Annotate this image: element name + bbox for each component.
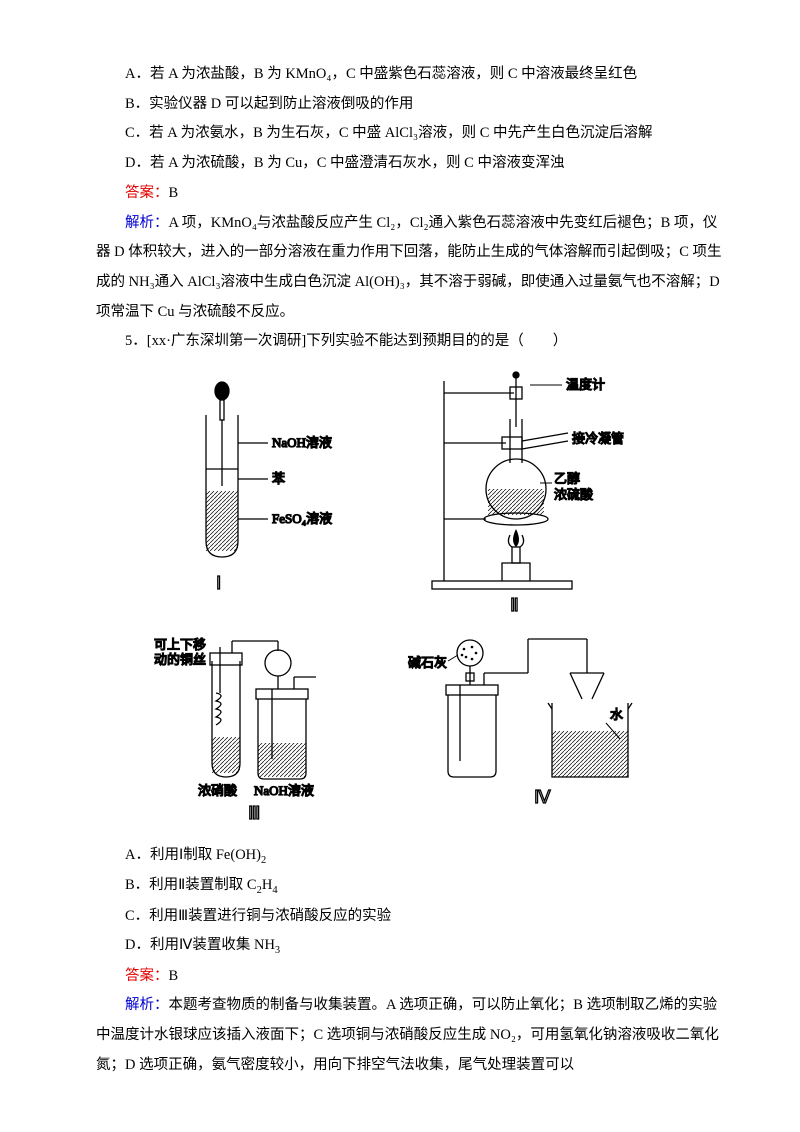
q4-explain-line: 解析：A 项，KMnO₄与浓盐酸反应产生 Cl₂，Cl₂通入紫色石蕊溶液中先变红…: [96, 209, 728, 328]
label-cuwire2: 动的铜丝: [154, 652, 206, 667]
label-water: 水: [610, 707, 623, 722]
answer-text: B: [169, 185, 179, 201]
q5-opt-d: D．利用Ⅳ装置收集 NH3: [96, 931, 728, 961]
label-naoh: NaOH溶液: [272, 435, 332, 450]
q5-answer-line: 答案：B: [96, 962, 728, 992]
explain-text: A 项，KMnO₄与浓盐酸反应产生 Cl₂，Cl₂通入紫色石蕊溶液中先变红后褪色…: [96, 215, 722, 320]
roman-3: Ⅲ: [248, 803, 260, 823]
label-condenser: 接冷凝管: [572, 431, 624, 446]
q5-explain-line: 解析：本题考查物质的制备与收集装置。A 选项正确，可以防止氧化；B 选项制取乙烯…: [96, 991, 728, 1080]
label-benzene: 苯: [272, 471, 285, 486]
roman-4: Ⅳ: [534, 787, 551, 807]
q5-opt-c: C．利用Ⅲ装置进行铜与浓硝酸反应的实验: [96, 902, 728, 932]
label-lime: 碱石灰: [408, 655, 447, 670]
label-ethanol: 乙醇: [554, 471, 580, 486]
label-csulf: 浓硫酸: [554, 487, 593, 502]
label-cuwire1: 可上下移: [154, 637, 206, 652]
label-hno3: 浓硝酸: [198, 783, 237, 798]
explain-label: 解析：: [125, 997, 169, 1013]
explain-label: 解析：: [125, 215, 169, 231]
answer-text: B: [169, 968, 179, 984]
experiment-figure: NaOH溶液 苯 FeSO₄溶液 Ⅰ: [152, 371, 672, 831]
q4-opt-a: A．若 A 为浓盐酸，B 为 KMnO₄，C 中盛紫色石蕊溶液，则 C 中溶液最…: [96, 60, 728, 90]
roman-2: Ⅱ: [510, 595, 519, 615]
answer-label: 答案：: [125, 185, 169, 201]
roman-1: Ⅰ: [216, 573, 221, 593]
q5-opt-a: A．利用Ⅰ制取 Fe(OH)2: [96, 841, 728, 871]
explain-text: 本题考查物质的制备与收集装置。A 选项正确，可以防止氧化；B 选项制取乙烯的实验…: [96, 997, 719, 1072]
q4-opt-d: D．若 A 为浓硫酸，B 为 Cu，C 中盛澄清石灰水，则 C 中溶液变浑浊: [96, 149, 728, 179]
answer-label: 答案：: [125, 968, 169, 984]
label-feso4: FeSO₄溶液: [272, 511, 332, 526]
q5-opt-b: B．利用Ⅱ装置制取 C2H4: [96, 871, 728, 901]
q4-opt-c: C．若 A 为浓氨水，B 为生石灰，C 中盛 AlCl₃溶液，则 C 中先产生白…: [96, 119, 728, 149]
q4-answer-line: 答案：B: [96, 179, 728, 209]
label-thermo: 温度计: [566, 377, 605, 392]
q4-opt-b: B．实验仪器 D 可以起到防止溶液倒吸的作用: [96, 90, 728, 120]
label-naoh2: NaOH溶液: [254, 783, 314, 798]
q5-stem: 5．[xx·广东深圳第一次调研]下列实验不能达到预期目的的是（ ）: [96, 327, 728, 357]
